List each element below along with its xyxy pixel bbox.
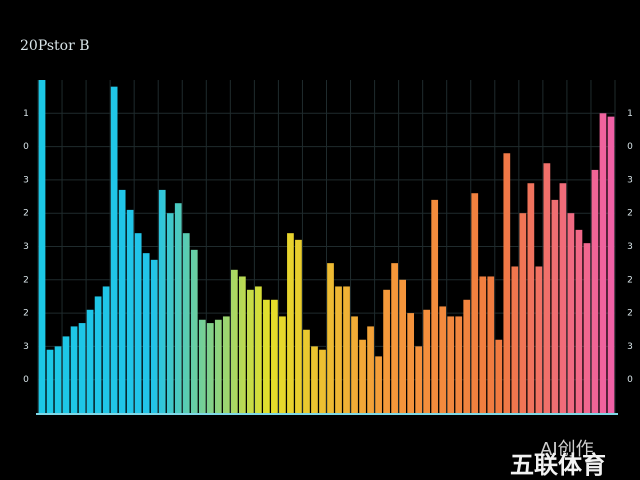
bar [247,289,254,413]
y-tick-label: 0 [23,375,29,385]
bar [54,346,62,413]
bar [463,299,471,413]
bar [439,306,447,413]
bar [287,233,294,413]
watermark: AI创作 [540,439,594,460]
bar [503,153,511,413]
y-tick-label: 3 [627,175,633,185]
y-tick-label: 1 [23,109,29,119]
bar [311,346,318,413]
bar [46,349,54,413]
bar [551,199,559,413]
bar [174,203,182,413]
bar [190,249,198,413]
bar [591,169,599,413]
bar [166,213,174,413]
bar [415,346,423,413]
bar [206,323,214,413]
bar [399,279,406,413]
bar [455,316,463,413]
bar [511,266,519,413]
y-tick-label: 2 [627,309,633,319]
bar [383,289,390,413]
bar [391,263,398,413]
bar [375,356,382,413]
y-tick-label: 3 [627,242,633,252]
bar [583,243,591,413]
y-tick-label: 0 [23,142,29,152]
bar [295,239,302,413]
bar [335,286,342,413]
bar [102,286,110,413]
y-tick-label: 2 [627,275,633,285]
bar [222,316,230,413]
bar [559,183,567,413]
bar [255,286,262,413]
y-tick-label: 3 [627,342,633,352]
bar [303,329,310,413]
bar [327,263,334,413]
bar [495,339,503,413]
y-tick-label: 0 [627,375,633,385]
y-tick-label: 2 [23,275,29,285]
bar [38,80,46,413]
bar [62,336,70,413]
bar [94,296,102,413]
bar [319,349,326,413]
y-tick-label: 2 [23,309,29,319]
bar [471,193,479,413]
bar [150,259,158,413]
bar [110,86,118,413]
bar [487,276,495,413]
bar [86,309,94,413]
bar [423,309,431,413]
bar [599,113,607,414]
bar [519,213,527,413]
plot: 0 0 3 3 2 2 2 2 3 3 2 2 3 3 0 0 1 1 [23,80,633,414]
y-tick-label: 3 [23,242,29,252]
bar [447,316,455,413]
bar [359,339,366,413]
bar [271,299,278,413]
bar [78,323,86,413]
y-tick-label: 0 [627,142,633,152]
bar [263,299,270,413]
bar [158,189,166,413]
bar [134,233,142,413]
bar [527,183,535,413]
watermark: 五联体育 [510,451,606,479]
bar [126,209,134,413]
bar [214,319,222,413]
y-tick-label: 2 [627,209,633,219]
bar [543,163,551,413]
bar [351,316,358,413]
bar [575,229,583,413]
bar [479,276,487,413]
bar [367,326,374,413]
bar [238,276,246,413]
y-tick-label: 1 [627,109,633,119]
bar [279,316,286,413]
y-tick-label: 2 [23,209,29,219]
y-tick-label: 3 [23,175,29,185]
bar [607,116,615,413]
chart-title: 20Pstor B [20,38,90,54]
bar [535,266,543,413]
y-tick-label: 3 [23,342,29,352]
bar [118,189,126,413]
bar [407,313,415,413]
bar [431,199,439,413]
bar [182,233,190,413]
bar [230,269,238,413]
bar [142,253,150,413]
bar [70,326,78,413]
bar [567,213,575,413]
bar [343,286,350,413]
bar [198,319,206,413]
